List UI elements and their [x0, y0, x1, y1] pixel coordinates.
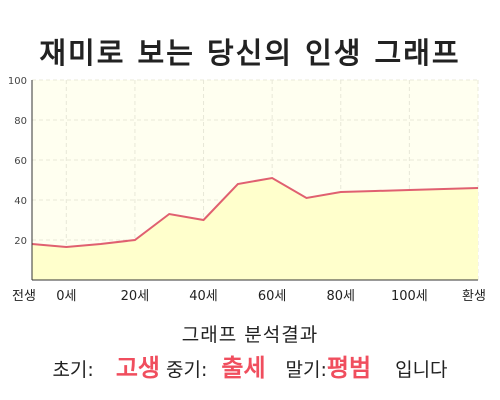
y-tick-label: 80	[14, 116, 27, 127]
late-value: 평범	[326, 354, 372, 382]
result-summary: 초기: 고생 중기: 출세 말기:평범 입니다	[0, 348, 500, 383]
ending-text: 입니다	[395, 359, 448, 381]
early-label: 초기:	[52, 359, 94, 381]
life-area	[32, 178, 478, 280]
x-tick-label: 환생	[462, 289, 486, 304]
early-value: 고생	[115, 354, 160, 382]
x-tick-label: 전생	[12, 289, 36, 304]
x-tick-label: 100세	[391, 289, 428, 304]
y-tick-label: 100	[8, 76, 27, 87]
x-tick-label: 60세	[258, 289, 287, 304]
late-label: 말기:	[285, 359, 327, 381]
y-tick-label: 20	[14, 236, 27, 247]
x-tick-label: 0세	[56, 289, 76, 304]
page-title: 재미로 보는 당신의 인생 그래프	[39, 36, 461, 70]
y-tick-label: 60	[14, 156, 27, 167]
middle-value: 출세	[221, 354, 266, 382]
result-title: 그래프 분석결과	[181, 324, 319, 346]
x-tick-label: 20세	[121, 289, 150, 304]
life-line	[31, 176, 479, 249]
x-tick-label: 80세	[327, 289, 356, 304]
middle-label: 중기:	[166, 359, 208, 381]
x-tick-label: 40세	[189, 289, 218, 304]
y-tick-label: 40	[14, 196, 27, 207]
